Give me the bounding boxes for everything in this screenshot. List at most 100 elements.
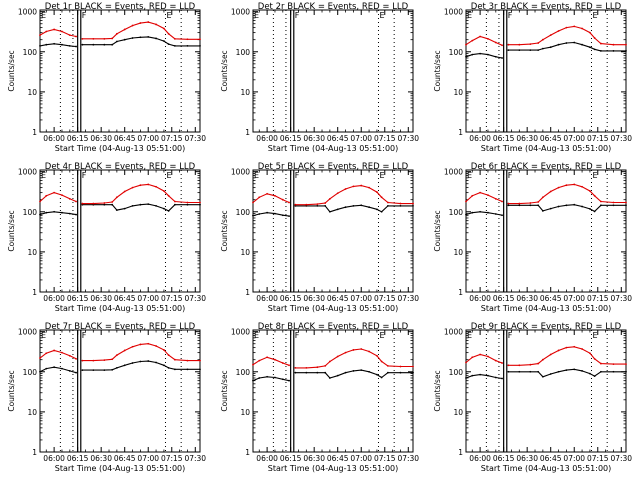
series-lld-point bbox=[600, 362, 602, 365]
plot-frame bbox=[39, 9, 201, 133]
series-lld-point bbox=[336, 355, 339, 358]
x-tick-label: 07:15 bbox=[161, 294, 183, 303]
x-tick-label: 06:30 bbox=[303, 294, 325, 303]
plot-frame bbox=[39, 169, 201, 293]
y-tick-label: 100 bbox=[23, 208, 38, 217]
series-lld-point bbox=[316, 366, 319, 369]
x-tick-label: 06:00 bbox=[256, 294, 278, 303]
series-events-point bbox=[565, 204, 568, 207]
x-tick-label: 07:00 bbox=[563, 134, 585, 143]
series-events-point bbox=[612, 50, 615, 52]
y-tick-label: 1000 bbox=[231, 168, 250, 177]
series-events-point bbox=[147, 360, 150, 362]
panel-det-6r: Det 6r BLACK = Events, RED = LLD 1 10 100 10… bbox=[433, 162, 632, 313]
x-tick-label: 06:00 bbox=[256, 134, 278, 143]
series-lld-line bbox=[508, 346, 626, 366]
series-events-line bbox=[39, 366, 77, 374]
series-events-point bbox=[45, 43, 48, 46]
series-events-point bbox=[501, 214, 503, 217]
series-lld-point bbox=[131, 24, 134, 27]
x-tick-label: 07:15 bbox=[161, 134, 183, 143]
series-events-point bbox=[45, 367, 48, 370]
series-events-point bbox=[625, 204, 627, 207]
series-lld-point bbox=[103, 202, 106, 204]
series-lld-point bbox=[258, 196, 261, 199]
series-lld-point bbox=[111, 201, 114, 203]
plot-frame bbox=[252, 169, 414, 293]
y-tick-label: 1000 bbox=[231, 328, 250, 337]
series-events-point bbox=[61, 211, 63, 214]
series-lld-point bbox=[92, 202, 95, 205]
series-lld-point bbox=[600, 200, 602, 203]
series-lld-point bbox=[573, 25, 576, 28]
series-events-point bbox=[541, 210, 544, 212]
x-tick-label: 07:00 bbox=[137, 294, 159, 303]
series-lld-point bbox=[368, 350, 370, 353]
event-label-E: E bbox=[467, 11, 472, 20]
x-tick-label: 07:30 bbox=[184, 134, 206, 143]
series-lld-point bbox=[612, 201, 615, 204]
series-events-point bbox=[39, 213, 41, 216]
series-lld-point bbox=[573, 345, 576, 348]
series-events-point bbox=[115, 366, 118, 369]
series-lld-point bbox=[305, 203, 308, 206]
x-axis-label: Start Time (04-Aug-13 05:51:00) bbox=[268, 144, 399, 153]
series-events-point bbox=[494, 376, 497, 379]
series-lld-line bbox=[82, 183, 200, 205]
x-tick-label: 06:45 bbox=[114, 454, 136, 463]
series-events-point bbox=[501, 57, 503, 59]
x-tick-label: 06:30 bbox=[516, 134, 538, 143]
x-axis-label: Start Time (04-Aug-13 05:51:00) bbox=[481, 464, 612, 473]
series-lld-point bbox=[507, 43, 510, 46]
event-label-E: E bbox=[379, 11, 384, 20]
series-events-point bbox=[174, 203, 176, 206]
series-lld-line bbox=[465, 35, 503, 46]
series-events-point bbox=[557, 43, 560, 46]
series-events-point bbox=[589, 46, 591, 49]
event-label-E: E bbox=[592, 11, 597, 20]
series-events-point bbox=[557, 205, 560, 208]
x-tick-label: 07:00 bbox=[137, 134, 159, 143]
series-lld-point bbox=[53, 349, 56, 352]
x-tick-label: 07:30 bbox=[184, 454, 206, 463]
x-tick-label: 06:45 bbox=[114, 294, 136, 303]
series-lld-point bbox=[487, 37, 489, 40]
series-lld-point bbox=[487, 355, 489, 358]
series-events-point bbox=[258, 213, 261, 215]
series-events-point bbox=[573, 368, 576, 371]
series-events-point bbox=[573, 41, 576, 44]
series-events-point bbox=[537, 204, 540, 207]
y-tick-label: 100 bbox=[236, 368, 251, 377]
series-events-point bbox=[352, 205, 355, 207]
series-lld-point bbox=[465, 43, 467, 46]
series-lld-point bbox=[53, 28, 56, 31]
series-events-point bbox=[549, 46, 552, 49]
x-tick-label: 06:45 bbox=[327, 454, 349, 463]
series-lld-point bbox=[45, 30, 48, 33]
x-axis-label: Start Time (04-Aug-13 05:51:00) bbox=[268, 464, 399, 473]
y-tick-label: 10 bbox=[453, 408, 463, 417]
x-tick-label: 06:00 bbox=[469, 134, 491, 143]
series-events-point bbox=[274, 376, 276, 379]
x-axis-label: Start Time (04-Aug-13 05:51:00) bbox=[481, 144, 612, 153]
series-events-point bbox=[549, 373, 552, 375]
y-tick-label: 100 bbox=[23, 48, 38, 57]
event-label-F: F bbox=[295, 171, 300, 180]
series-events-point bbox=[131, 205, 134, 207]
series-lld-point bbox=[186, 359, 189, 362]
x-tick-label: 06:15 bbox=[67, 454, 89, 463]
y-axis-label: Counts/sec bbox=[433, 50, 442, 91]
series-lld-line bbox=[252, 193, 290, 204]
series-lld-line bbox=[252, 356, 290, 366]
series-lld-point bbox=[115, 354, 118, 357]
series-events-point bbox=[600, 204, 602, 207]
series-lld-point bbox=[581, 185, 583, 188]
series-events-point bbox=[376, 373, 378, 376]
series-lld-point bbox=[557, 186, 560, 189]
x-axis-label: Start Time (04-Aug-13 05:51:00) bbox=[55, 304, 186, 313]
series-events-point bbox=[541, 47, 544, 50]
panel-det-3r: Det 3r BLACK = Events, RED = LLD 1 10 100 10… bbox=[433, 2, 632, 153]
series-lld-point bbox=[507, 364, 510, 367]
x-tick-label: 07:15 bbox=[374, 294, 396, 303]
